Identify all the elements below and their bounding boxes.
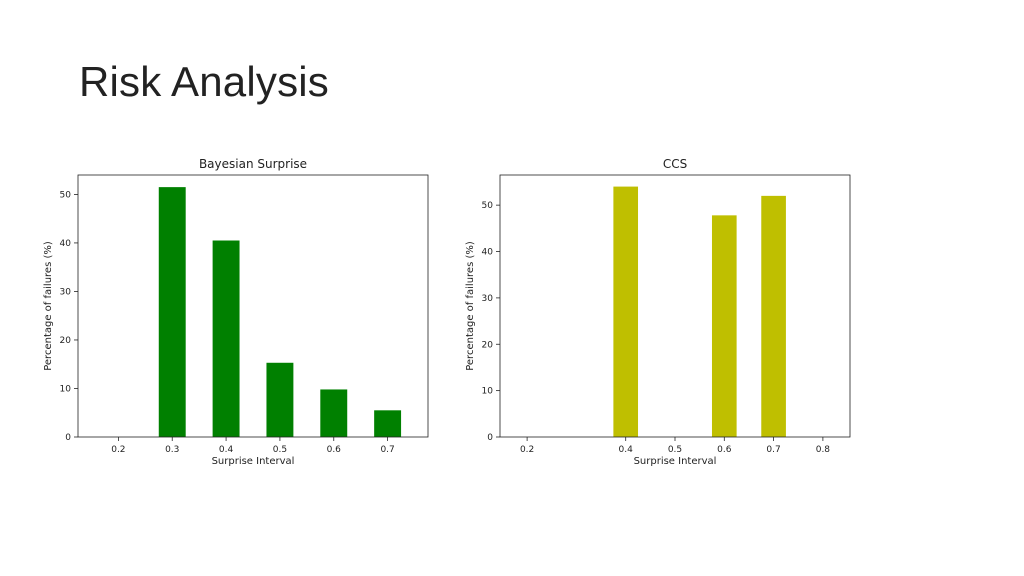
chart1-xlabel: Surprise Interval xyxy=(212,456,295,467)
chart2-xtick-label: 0.8 xyxy=(816,445,831,455)
chart2-xtick-label: 0.5 xyxy=(668,445,682,455)
chart2-ytick-label: 10 xyxy=(482,387,494,397)
chart2-xtick-label: 0.6 xyxy=(717,445,732,455)
chart2-ytick-label: 40 xyxy=(482,248,494,258)
chart1-bar-0.4 xyxy=(212,240,240,437)
chart1-bar-0.3 xyxy=(158,187,186,437)
bayesian-surprise-chart: Bayesian Surprise 0 10 20 30 40 50 0.2 0.3 0.4 0.5… xyxy=(43,157,429,467)
chart2-ylabel: Percentage of failures (%) xyxy=(465,241,476,371)
chart2-plot-frame xyxy=(499,174,851,438)
chart1-xtick-label: 0.7 xyxy=(380,445,394,455)
chart1-xtick-label: 0.5 xyxy=(273,445,287,455)
chart2-xtick-label: 0.7 xyxy=(766,445,780,455)
chart1-xtick-label: 0.4 xyxy=(219,445,234,455)
chart2-ytick-label: 0 xyxy=(487,433,493,443)
chart1-ytick-label: 50 xyxy=(60,190,72,200)
chart1-bar-0.6 xyxy=(320,389,348,437)
chart2-bar-0.4 xyxy=(613,186,639,437)
chart1-ytick-label: 40 xyxy=(60,239,72,249)
chart2-title: CCS xyxy=(663,157,687,171)
chart1-xtick-label: 0.6 xyxy=(327,445,342,455)
chart2-ytick-label: 50 xyxy=(482,201,494,211)
chart1-ytick-label: 0 xyxy=(65,433,71,443)
slide-title: Risk Analysis xyxy=(79,58,330,105)
chart1-ytick-label: 10 xyxy=(60,384,72,394)
chart2-xlabel: Surprise Interval xyxy=(634,456,717,467)
chart1-ytick-label: 20 xyxy=(60,336,72,346)
chart2-xtick-label: 0.2 xyxy=(520,445,534,455)
chart2-ytick-label: 30 xyxy=(482,294,494,304)
chart1-xtick-label: 0.3 xyxy=(165,445,179,455)
chart1-ylabel: Percentage of failures (%) xyxy=(43,241,54,371)
chart1-xtick-label: 0.2 xyxy=(111,445,125,455)
chart2-bar-0.6 xyxy=(711,215,737,437)
chart1-bar-0.7 xyxy=(374,410,402,437)
chart1-plot-frame xyxy=(77,174,429,438)
ccs-chart: CCS 0 10 20 30 40 50 0.2 0.4 0.5 0.6 0.7 0.8 Surprise… xyxy=(465,157,851,467)
chart2-xtick-label: 0.4 xyxy=(619,445,634,455)
chart2-bar-0.7 xyxy=(761,195,786,437)
chart2-ytick-label: 20 xyxy=(482,340,494,350)
chart1-bar-0.5 xyxy=(266,362,294,437)
chart1-title: Bayesian Surprise xyxy=(199,157,307,171)
chart1-ytick-label: 30 xyxy=(60,287,72,297)
